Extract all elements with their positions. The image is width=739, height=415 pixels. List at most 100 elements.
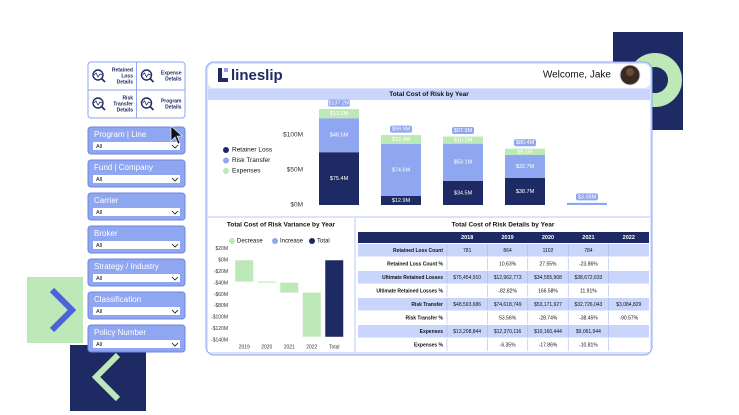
row-label: Retained Loss Count [393, 248, 443, 254]
welcome: Welcome, Jake [543, 70, 612, 81]
chart-title: Total Cost of Risk Variance by Year [227, 222, 336, 229]
filter-label: Strategy / Industry [94, 262, 159, 271]
total-pill [328, 99, 350, 107]
filter-dropdown[interactable] [93, 142, 180, 150]
icon [142, 100, 151, 106]
bar-segment [505, 155, 545, 178]
bar-segment [505, 148, 545, 156]
button-label: Transfer [113, 101, 133, 107]
data-label: $32.7M [516, 164, 535, 170]
filter-label: Program | Line [94, 130, 147, 139]
y-tick-label: -$140M [211, 337, 228, 343]
icon [142, 72, 151, 78]
column-header: 2019 [501, 235, 513, 241]
filter-dropdown[interactable] [93, 241, 180, 249]
legend-label: Increase [280, 239, 304, 245]
icon [93, 100, 103, 106]
icon [92, 69, 104, 81]
total-pill [514, 139, 536, 147]
table-row [358, 284, 649, 297]
data-label: $74.6M [392, 167, 411, 173]
legend-swatch [223, 168, 229, 174]
dropdown-arrow [171, 144, 179, 149]
filter-dropdown[interactable] [93, 175, 180, 183]
dropdown-arrow [171, 243, 179, 248]
bar-segment [443, 143, 483, 181]
table-cell: 53.56% [499, 316, 517, 322]
filter-dropdown[interactable] [93, 208, 180, 216]
row-label: Retained Loss Count % [387, 262, 443, 268]
table-cell: 10.63% [499, 262, 517, 268]
bar-segment [319, 152, 359, 205]
button-label: Details [117, 107, 134, 113]
table-row [358, 311, 649, 324]
icon [100, 77, 106, 83]
table-cell: -17.86% [539, 343, 558, 349]
logo-mark [218, 68, 228, 82]
dropdown-arrow [171, 210, 179, 215]
table-row [358, 338, 649, 351]
total-label: $137.2M [328, 100, 350, 106]
data-label: $34.5M [454, 190, 473, 196]
x-tick-label: 2019 [239, 344, 250, 350]
legend-swatch [229, 238, 235, 244]
table-cell: $34,555,908 [534, 275, 562, 281]
icon [93, 72, 103, 78]
legend-swatch [309, 238, 315, 244]
legend-label: Risk Transfer [232, 157, 271, 164]
y-tick-label: $100M [283, 132, 303, 139]
table-cell: -82.82% [498, 289, 517, 295]
table-cell: $3,084,829 [616, 302, 641, 308]
filter-dropdown[interactable] [93, 340, 180, 348]
filter-dropdown[interactable] [93, 274, 180, 282]
dropdown-arrow [171, 276, 179, 281]
row-label: Expenses [420, 329, 444, 335]
table-cell: $32,726,043 [574, 302, 602, 308]
table-row [358, 271, 649, 284]
filter-dropdown[interactable] [93, 307, 180, 315]
dropdown-arrow [171, 342, 179, 347]
y-tick-label: -$80M [214, 303, 228, 309]
total-pill [390, 125, 412, 133]
y-tick-label: $0M [290, 202, 303, 209]
table-cell: $38,672,633 [574, 275, 602, 281]
column-header: 2022 [623, 235, 635, 241]
row-label: Risk Transfer [411, 302, 443, 308]
bar-segment [443, 136, 483, 144]
x-tick-label: 2020 [261, 344, 272, 350]
y-tick-label: $20M [215, 246, 228, 252]
data-label: $9.1M [517, 149, 533, 155]
chart-title-bar [208, 89, 650, 100]
table-cell: $48,593,686 [453, 302, 481, 308]
logo-mark [224, 68, 228, 72]
bar-segment [567, 202, 607, 205]
icon [149, 77, 155, 83]
table-cell: 27.55% [540, 262, 558, 268]
filter-label: Carrier [94, 196, 119, 205]
decor-chevron [49, 287, 77, 333]
table-cell: -10.81% [579, 343, 598, 349]
bar-segment [319, 118, 359, 153]
table-row [358, 298, 649, 311]
data-label: $13.2M [330, 111, 349, 117]
legend-swatch [223, 147, 229, 153]
waterfall-bar [280, 282, 299, 293]
table-cell: 864 [503, 248, 512, 254]
x-tick-label: 2021 [284, 344, 295, 350]
column-header: 2018 [461, 235, 473, 241]
row-label: Ultimate Retained Losses [382, 275, 443, 281]
data-label: $48.5M [330, 133, 349, 139]
y-tick-label: -$120M [211, 326, 228, 332]
data-label: $38.7M [516, 189, 535, 195]
table-row [358, 244, 649, 257]
table-cell: $53,171,927 [534, 302, 562, 308]
table-header [358, 232, 649, 243]
filter-label: Classification [94, 295, 141, 304]
filter-value: All [96, 243, 102, 249]
total-pill [576, 193, 598, 201]
filter-value: All [96, 144, 102, 150]
